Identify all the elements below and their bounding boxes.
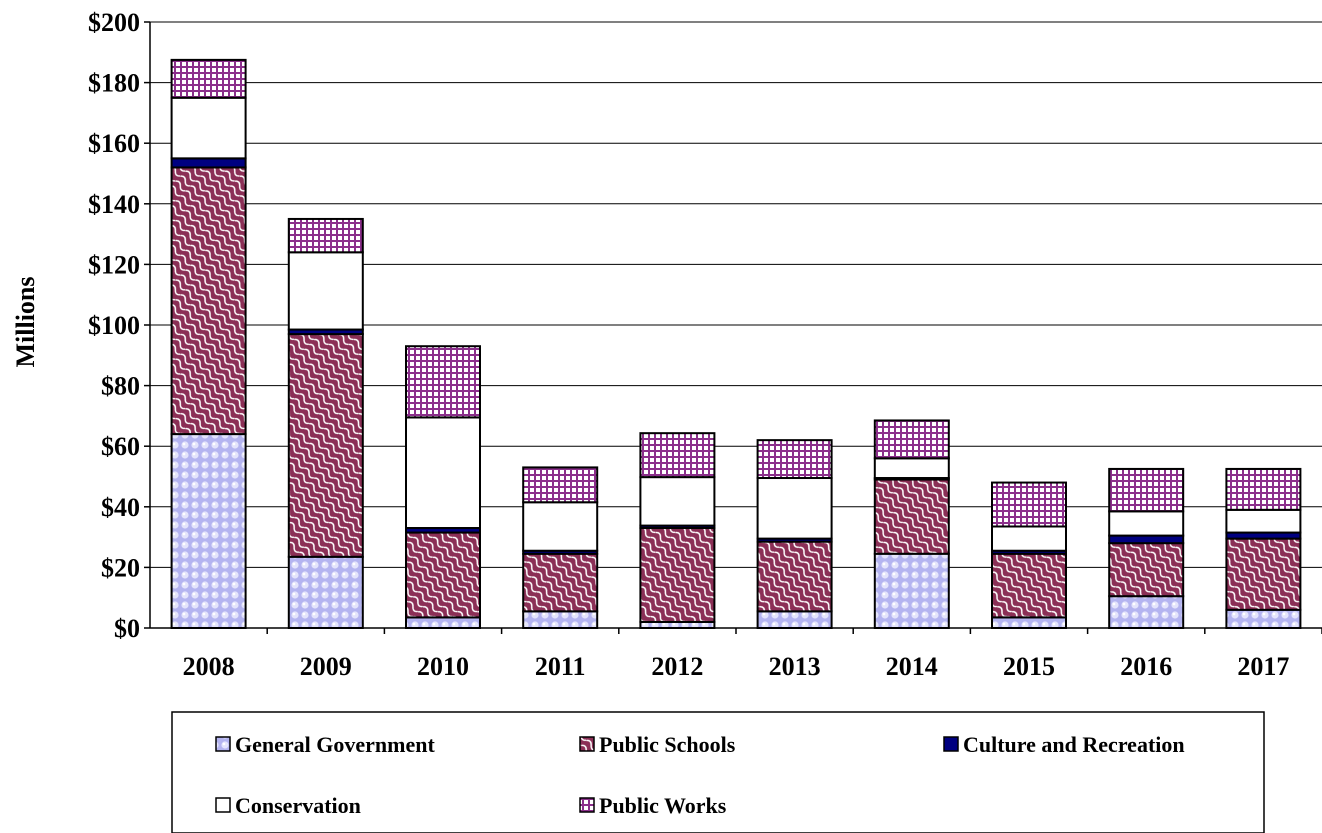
- bar-stack-2015: [991, 481, 1067, 630]
- bar-segment-general-government: [1108, 595, 1185, 629]
- bar-stack-2008: [170, 58, 247, 629]
- bar-segment-general-government: [170, 433, 247, 629]
- bar-segment-conservation: [405, 416, 481, 530]
- bar-segment-public-works: [522, 466, 599, 504]
- legend-box: [171, 711, 1265, 833]
- bar-segment-public-schools: [1108, 542, 1185, 598]
- y-tick-label: $180: [88, 69, 140, 98]
- y-axis-ticks: $0 $20 $40 $60 $80 $100 $120 $140 $160 $180 $200: [88, 8, 150, 643]
- bar-segment-public-schools: [1225, 537, 1302, 611]
- bar-segment-public-schools: [639, 527, 716, 623]
- bar-segment-public-schools: [756, 540, 833, 613]
- y-tick-label: $100: [88, 311, 140, 340]
- legend-swatch: [579, 797, 595, 813]
- legend-label: Conservation: [235, 793, 361, 818]
- y-tick-label: $80: [101, 372, 140, 401]
- legend-label: General Government: [235, 732, 435, 757]
- x-tick-label: 2011: [535, 652, 586, 681]
- bar-segment-public-works: [170, 58, 247, 99]
- bar-segment-public-works: [991, 481, 1067, 528]
- legend-item-conservation: Conservation: [215, 793, 361, 818]
- x-tick-label: 2013: [769, 652, 821, 681]
- bar-segment-public-works: [756, 439, 833, 480]
- bar-segment-culture-and-recreation: [170, 157, 247, 169]
- x-tick-label: 2008: [183, 652, 235, 681]
- bar-stack-2010: [405, 345, 481, 630]
- bar-segment-general-government: [991, 616, 1067, 630]
- legend-swatch: [215, 736, 231, 752]
- y-tick-label: $120: [88, 250, 140, 279]
- legend-label: Culture and Recreation: [963, 732, 1185, 757]
- legend: General Government Public Schools Culture …: [215, 732, 1185, 818]
- bar-segment-public-works: [1225, 467, 1302, 511]
- bar-segment-public-works: [639, 432, 716, 479]
- y-axis-title: Millions: [11, 276, 40, 367]
- x-tick-label: 2016: [1120, 652, 1172, 681]
- bar-stack-2017: [1225, 467, 1302, 630]
- bar-segment-conservation: [522, 501, 599, 552]
- y-tick-label: $140: [88, 190, 140, 219]
- bar-stack-2012: [639, 432, 716, 630]
- bar-segment-general-government: [1225, 608, 1302, 630]
- x-tick-label: 2009: [300, 652, 352, 681]
- bar-segment-public-schools: [522, 552, 599, 613]
- bar-segment-conservation: [873, 457, 950, 480]
- y-tick-label: $40: [101, 493, 140, 522]
- legend-swatch: [943, 736, 959, 752]
- bar-segment-conservation: [639, 476, 716, 527]
- x-tick-label: 2014: [886, 652, 938, 681]
- bar-segment-conservation: [991, 525, 1067, 552]
- bars: [170, 58, 1302, 630]
- bar-segment-public-works: [873, 419, 950, 460]
- bar-segment-general-government: [405, 616, 481, 630]
- x-axis-ticks: 2008 2009 2010 2011 2012 2013 2014 2015 2016 2017: [183, 628, 1322, 681]
- x-tick-label: 2017: [1237, 652, 1289, 681]
- y-tick-label: $60: [101, 432, 140, 461]
- bar-segment-conservation: [1225, 508, 1302, 534]
- legend-label: Public Schools: [599, 732, 736, 757]
- bar-segment-conservation: [287, 251, 364, 331]
- bar-segment-culture-and-recreation: [1108, 534, 1185, 545]
- x-tick-label: 2012: [651, 652, 703, 681]
- legend-item-public-works: Public Works: [579, 793, 727, 818]
- x-tick-label: 2010: [417, 652, 469, 681]
- bar-segment-conservation: [170, 96, 247, 160]
- bar-segment-public-schools: [287, 333, 364, 558]
- legend-swatch: [215, 797, 231, 813]
- legend-item-public-schools: Public Schools: [579, 732, 736, 757]
- y-tick-label: $0: [114, 614, 140, 643]
- bar-stack-2011: [522, 466, 599, 630]
- y-tick-label: $160: [88, 129, 140, 158]
- y-tick-label: $200: [88, 8, 140, 37]
- bar-segment-conservation: [756, 477, 833, 540]
- bar-segment-general-government: [873, 552, 950, 630]
- bar-segment-public-schools: [405, 531, 481, 619]
- bar-stack-2009: [287, 217, 364, 629]
- legend-label: Public Works: [599, 793, 727, 818]
- bar-segment-general-government: [522, 610, 599, 630]
- bar-segment-public-works: [287, 217, 364, 254]
- legend-item-culture-and-recreation: Culture and Recreation: [943, 732, 1185, 757]
- bar-segment-general-government: [287, 555, 364, 629]
- bar-segment-public-works: [405, 345, 481, 419]
- bar-segment-public-schools: [991, 552, 1067, 619]
- bar-segment-public-schools: [170, 166, 247, 436]
- bar-stack-2013: [756, 439, 833, 630]
- bar-segment-conservation: [1108, 510, 1185, 537]
- x-tick-label: 2015: [1003, 652, 1055, 681]
- legend-item-general-government: General Government: [215, 732, 435, 757]
- bar-segment-public-schools: [873, 478, 950, 555]
- bar-segment-public-works: [1108, 467, 1185, 513]
- y-tick-label: $20: [101, 553, 140, 582]
- legend-swatch: [579, 736, 595, 752]
- bar-stack-2016: [1108, 467, 1185, 629]
- bar-segment-general-government: [756, 610, 833, 630]
- bar-stack-2014: [873, 419, 950, 630]
